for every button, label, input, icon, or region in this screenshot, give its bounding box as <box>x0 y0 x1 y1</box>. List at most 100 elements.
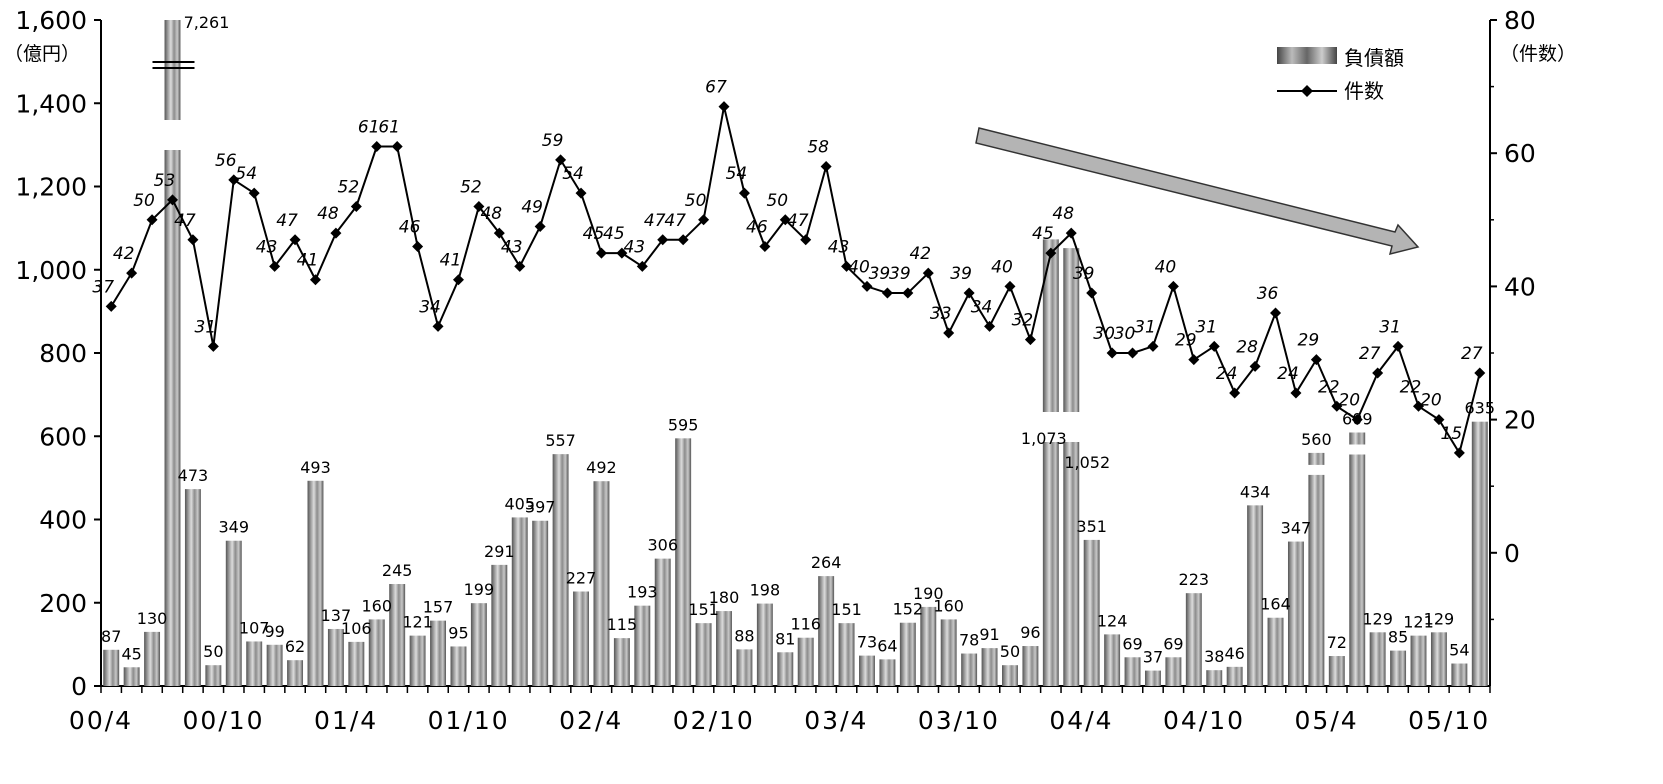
count-value-label: 39 <box>889 264 911 284</box>
count-value-label: 52 <box>338 177 360 197</box>
bar-value-label: 1,073 <box>1021 429 1067 448</box>
bar-value-label: 151 <box>831 600 862 619</box>
bar-break-gap <box>163 120 182 150</box>
bar-value-label: 88 <box>734 626 754 645</box>
count-value-label: 47 <box>174 211 196 231</box>
count-value-label: 45 <box>603 224 625 244</box>
bar-value-label: 7,261 <box>184 13 230 32</box>
bar-value-label: 560 <box>1301 430 1332 449</box>
count-marker <box>902 287 914 299</box>
count-value-label: 22 <box>1400 377 1422 397</box>
legend-bar-label: 負債額 <box>1344 46 1404 70</box>
bar <box>981 648 998 686</box>
count-marker <box>1147 340 1159 352</box>
x-tick-label: 05/4 <box>1295 706 1359 735</box>
count-marker <box>1474 367 1486 379</box>
bar <box>164 20 181 686</box>
bar <box>144 631 161 686</box>
bar-value-label: 405 <box>504 494 535 513</box>
bar-value-label: 50 <box>203 642 223 661</box>
bar <box>1369 632 1386 686</box>
bar <box>736 649 753 686</box>
trend-arrow <box>975 127 1420 256</box>
bar <box>1063 248 1080 687</box>
count-marker <box>309 274 321 286</box>
count-value-label: 24 <box>1216 364 1238 384</box>
count-value-label: 43 <box>256 237 278 257</box>
count-marker <box>657 234 669 246</box>
count-value-label: 15 <box>1441 424 1463 444</box>
bar <box>940 619 957 686</box>
bar <box>859 655 875 686</box>
x-tick-label: 03/4 <box>804 706 868 735</box>
count-marker <box>248 187 260 199</box>
bar-value-label: 160 <box>361 596 392 615</box>
x-tick-label: 00/4 <box>69 706 133 735</box>
count-value-label: 48 <box>317 204 339 224</box>
count-marker <box>1270 307 1282 319</box>
count-marker <box>493 227 505 239</box>
count-marker <box>881 287 893 299</box>
count-value-label: 54 <box>562 164 584 184</box>
count-marker <box>1413 400 1425 412</box>
bar <box>1247 505 1264 686</box>
count-value-label: 29 <box>1175 331 1197 351</box>
bar <box>1471 421 1488 686</box>
count-value-label: 47 <box>664 211 686 231</box>
bar-value-label: 99 <box>264 622 284 641</box>
count-value-label: 42 <box>909 244 931 264</box>
bar <box>777 652 794 686</box>
bar <box>961 653 978 686</box>
count-marker <box>943 327 955 339</box>
bar-value-label: 198 <box>750 581 781 600</box>
bar <box>1430 632 1447 686</box>
count-marker <box>1331 400 1343 412</box>
count-value-label: 32 <box>1012 311 1034 331</box>
bar-value-label: 223 <box>1179 570 1210 589</box>
bar-value-label: 45 <box>121 644 141 663</box>
bar-value-label: 87 <box>101 627 121 646</box>
bar <box>184 489 201 686</box>
bar-value-label: 107 <box>239 618 270 637</box>
count-marker <box>207 340 219 352</box>
count-marker <box>412 240 424 252</box>
count-value-label: 40 <box>991 257 1013 277</box>
count-marker <box>1310 354 1322 366</box>
bar-value-label: 180 <box>709 588 740 607</box>
bar <box>123 667 140 686</box>
count-value-label: 39 <box>1073 264 1095 284</box>
bar <box>246 641 263 686</box>
left-tick-label: 1,600 <box>15 6 87 35</box>
count-value-label: 43 <box>623 237 645 257</box>
bar-value-label: 349 <box>218 518 249 537</box>
count-value-label: 31 <box>1379 317 1401 337</box>
count-marker <box>166 194 178 206</box>
count-marker <box>105 300 117 312</box>
bar <box>205 665 222 686</box>
count-marker <box>473 200 485 212</box>
bars-group <box>103 20 1488 687</box>
count-value-label: 34 <box>971 297 993 317</box>
bar-value-label: 347 <box>1281 519 1312 538</box>
bar <box>593 481 610 686</box>
bar <box>103 649 120 686</box>
count-marker <box>1372 367 1384 379</box>
count-marker <box>1208 340 1220 352</box>
bar-value-label: 95 <box>448 623 468 642</box>
count-value-label: 54 <box>726 164 748 184</box>
count-value-label: 31 <box>195 317 217 337</box>
bar <box>511 517 528 686</box>
bar-break-gap <box>1041 412 1060 442</box>
bar-value-label: 50 <box>1000 642 1020 661</box>
right-tick-label: 40 <box>1504 272 1536 301</box>
count-marker <box>1024 334 1036 346</box>
bar <box>838 623 855 686</box>
count-value-label: 47 <box>644 211 666 231</box>
count-value-label: 50 <box>766 191 788 211</box>
bar-value-label: 106 <box>341 619 372 638</box>
count-marker <box>800 234 812 246</box>
count-marker <box>861 280 873 292</box>
count-value-label: 31 <box>1134 317 1156 337</box>
line-group <box>105 101 1486 459</box>
